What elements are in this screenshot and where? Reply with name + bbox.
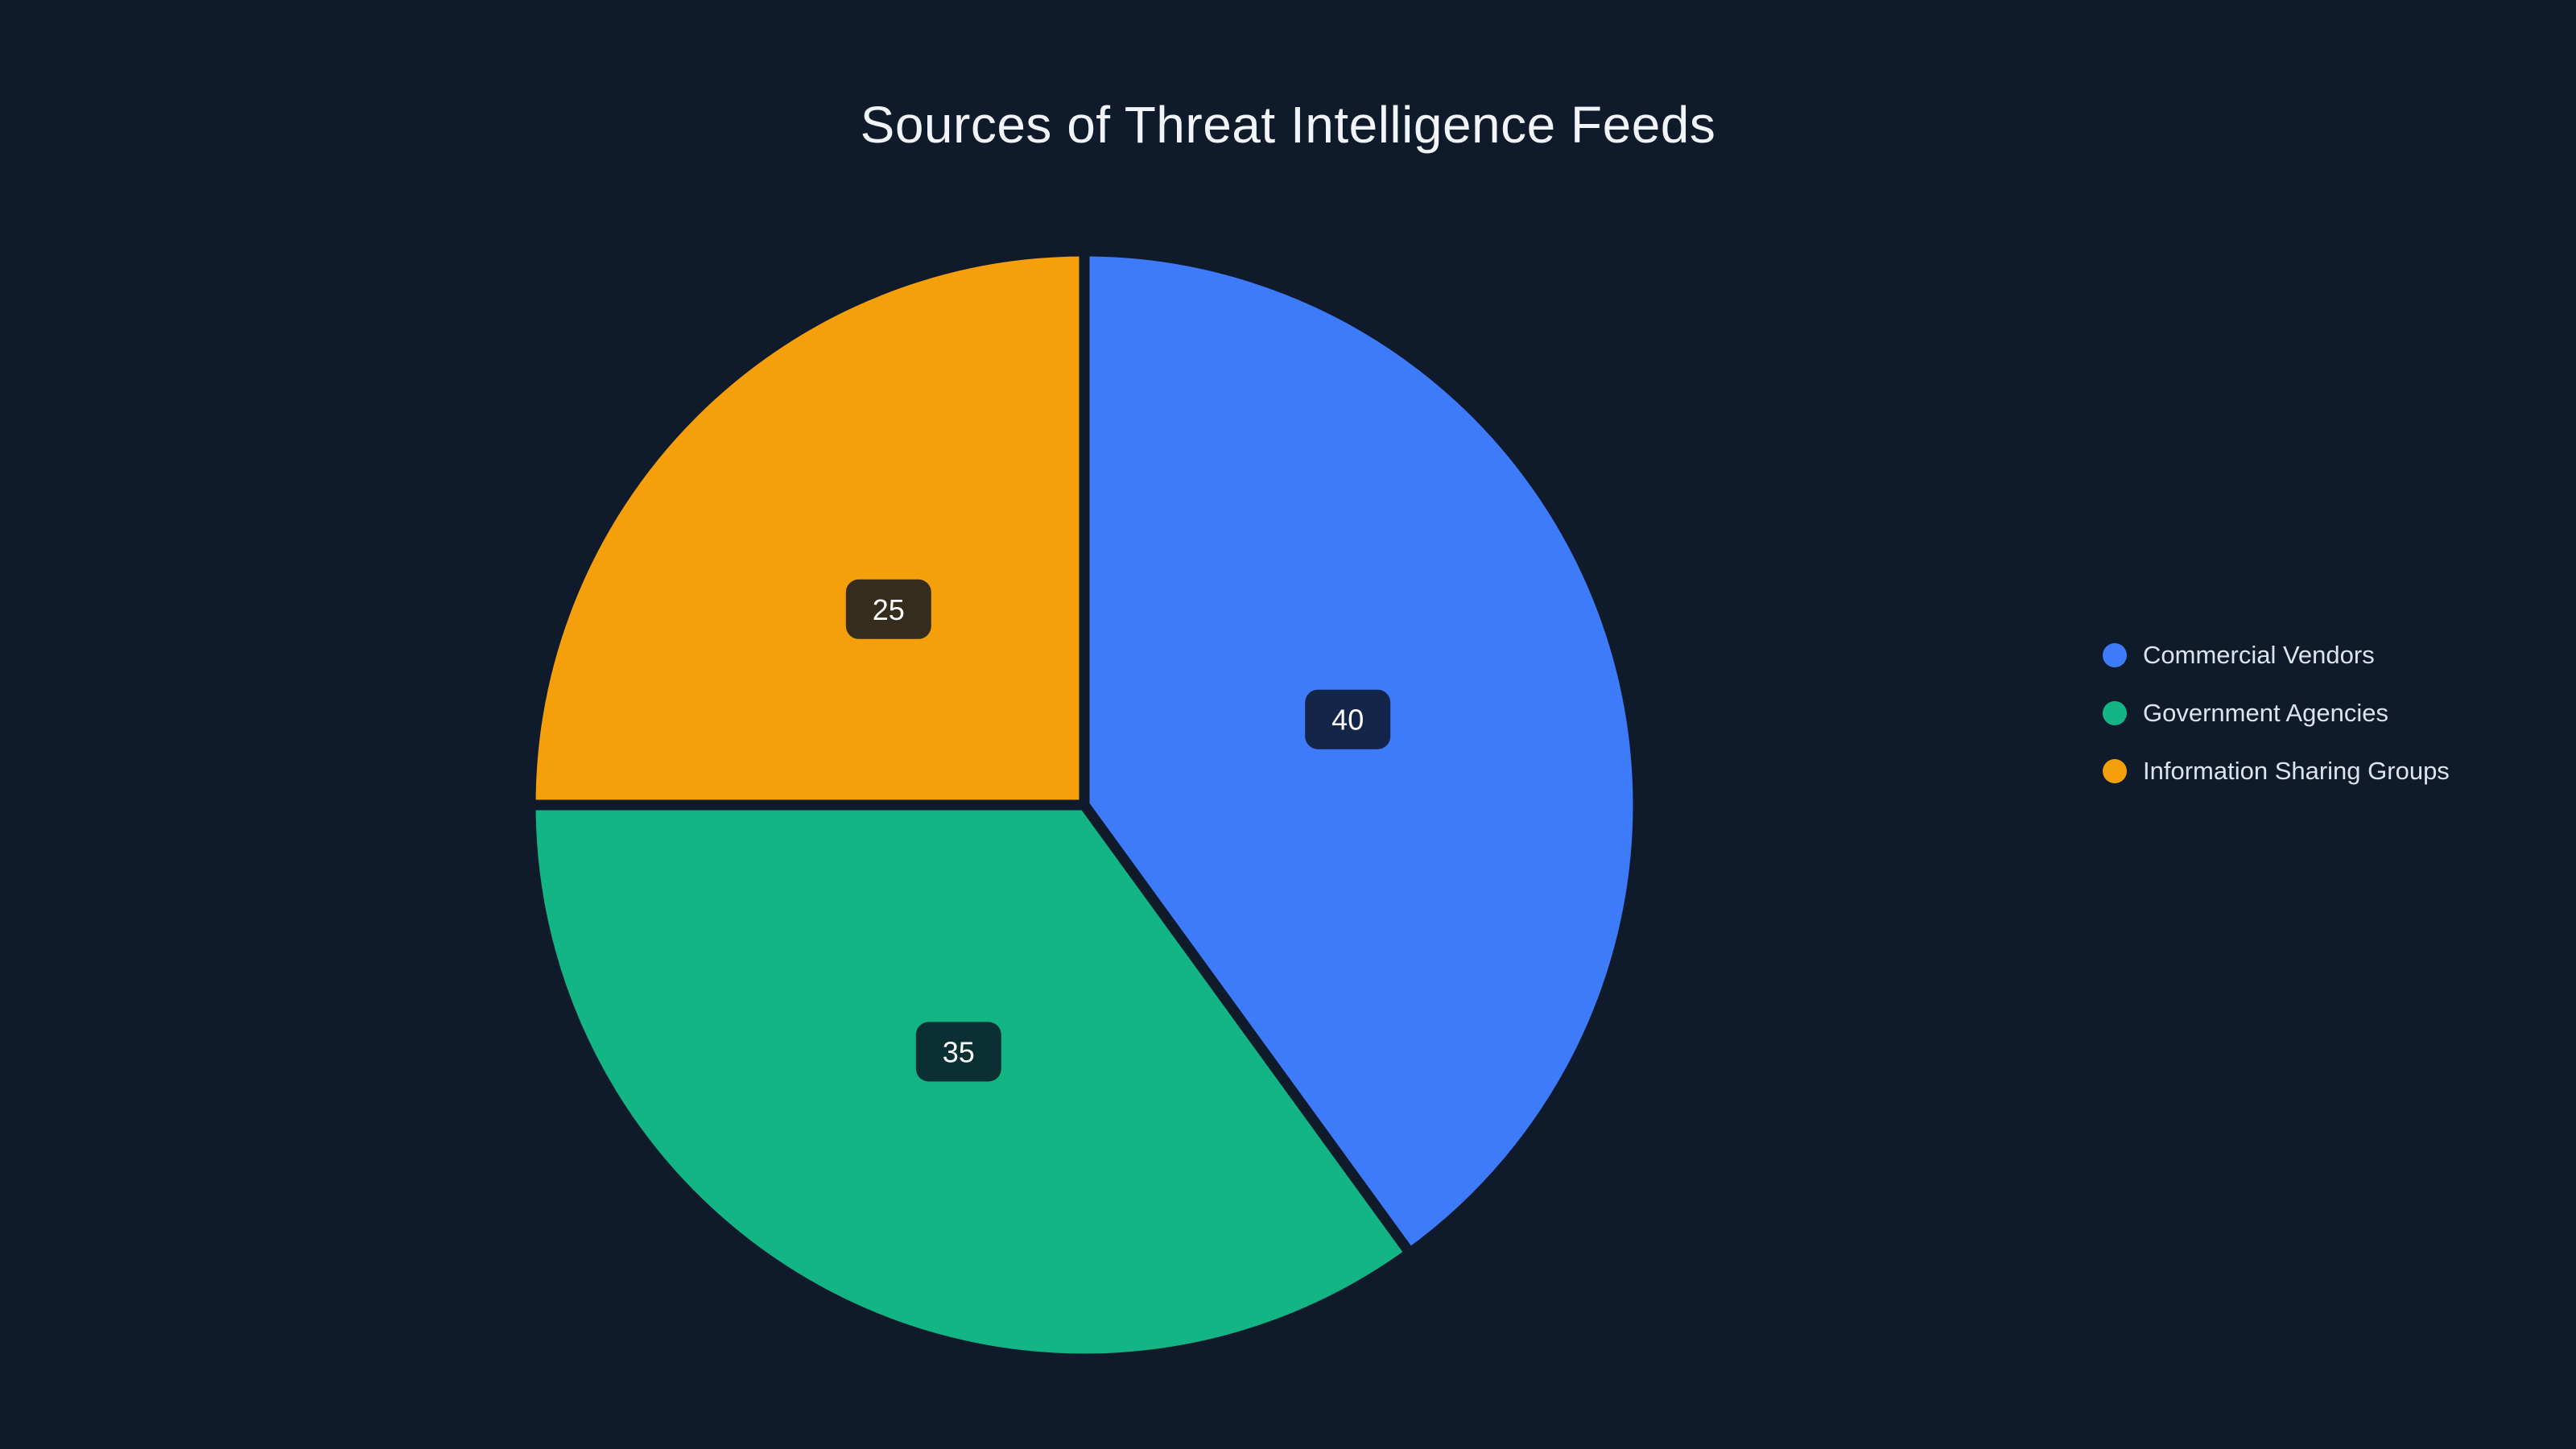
legend-label: Government Agencies xyxy=(2143,698,2389,727)
slice-value-box xyxy=(915,1022,1001,1082)
slice-value-text: 40 xyxy=(1331,704,1364,737)
chart-title: Sources of Threat Intelligence Feeds xyxy=(860,96,1716,154)
slice-value-label-information-sharing-groups: 25 xyxy=(845,579,931,639)
slice-value-label-commercial-vendors: 40 xyxy=(1305,689,1391,749)
legend-swatch-icon xyxy=(2103,700,2127,725)
slice-value-label-government-agencies: 35 xyxy=(915,1022,1001,1082)
slice-value-text: 25 xyxy=(873,593,905,626)
pie-slice-information-sharing-groups[interactable] xyxy=(525,246,1090,811)
legend: Commercial Vendors Government Agencies Inf… xyxy=(2103,640,2450,785)
legend-item-commercial-vendors[interactable]: Commercial Vendors xyxy=(2103,640,2450,669)
slice-value-text: 35 xyxy=(943,1035,975,1068)
legend-label: Information Sharing Groups xyxy=(2143,756,2450,785)
slice-value-box xyxy=(1305,689,1391,749)
legend-item-information-sharing-groups[interactable]: Information Sharing Groups xyxy=(2103,756,2450,785)
legend-item-government-agencies[interactable]: Government Agencies xyxy=(2103,698,2450,727)
pie-slice-government-agencies[interactable] xyxy=(525,799,1415,1364)
legend-swatch-icon xyxy=(2103,642,2127,667)
pie-slice-commercial-vendors[interactable] xyxy=(1079,246,1644,1259)
slice-value-box xyxy=(845,579,931,639)
legend-swatch-icon xyxy=(2103,758,2127,783)
legend-label: Commercial Vendors xyxy=(2143,640,2375,669)
